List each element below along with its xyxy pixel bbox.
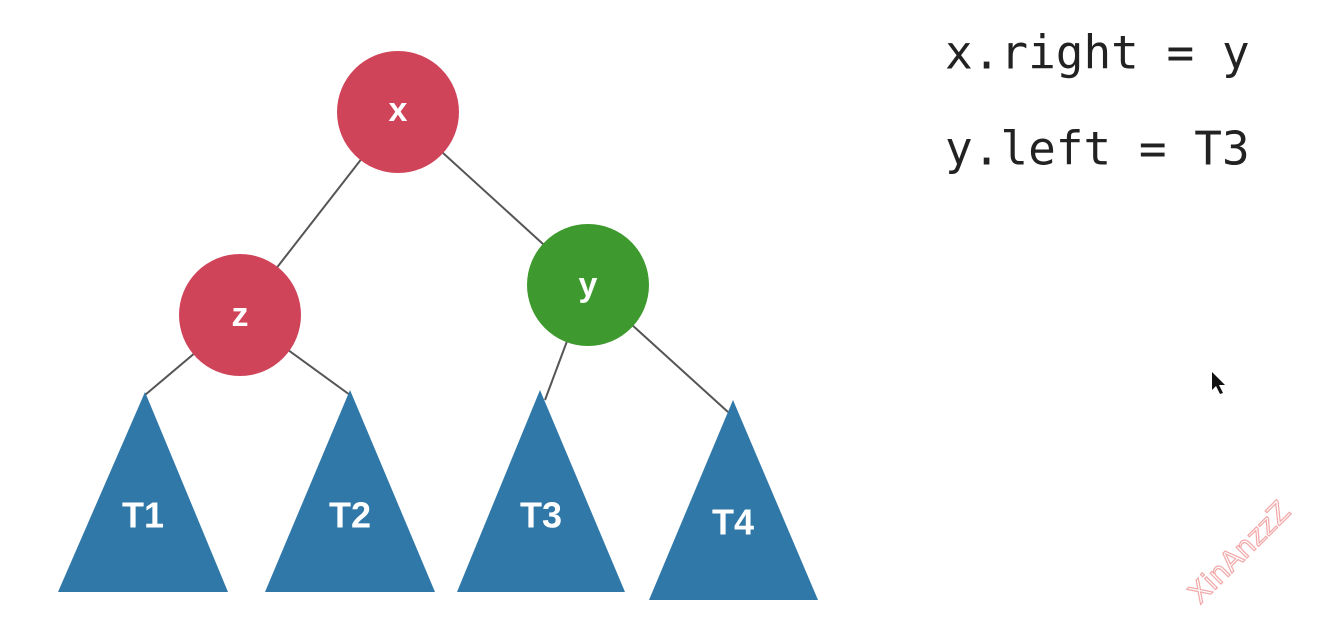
node-label: x xyxy=(389,91,408,129)
subtree xyxy=(265,390,435,592)
code-line: x.right = y xyxy=(945,26,1250,80)
mouse-cursor xyxy=(1212,372,1225,394)
code-line: y.left = T3 xyxy=(945,122,1250,176)
watermark: XinAnzzZ xyxy=(1182,495,1297,610)
subtrees: T1 T2 T3 T4 xyxy=(58,390,818,600)
node xyxy=(337,51,459,173)
subtree xyxy=(457,390,625,592)
subtree-label: T2 xyxy=(329,495,371,536)
node-label: z xyxy=(232,296,249,334)
subtree-label: T1 xyxy=(122,495,164,536)
node xyxy=(527,224,649,346)
node xyxy=(179,254,301,376)
nodes: x z y xyxy=(179,51,649,376)
subtree xyxy=(649,400,818,600)
node-label: y xyxy=(579,266,598,304)
subtree xyxy=(58,392,228,592)
subtree-label: T3 xyxy=(520,495,562,536)
subtree-label: T4 xyxy=(712,502,754,543)
